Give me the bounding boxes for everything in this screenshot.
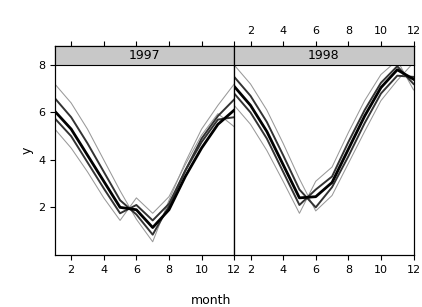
Y-axis label: y: y [21, 147, 34, 154]
Text: 1998: 1998 [308, 49, 340, 62]
Text: month: month [191, 294, 231, 307]
Text: 1997: 1997 [129, 49, 160, 62]
